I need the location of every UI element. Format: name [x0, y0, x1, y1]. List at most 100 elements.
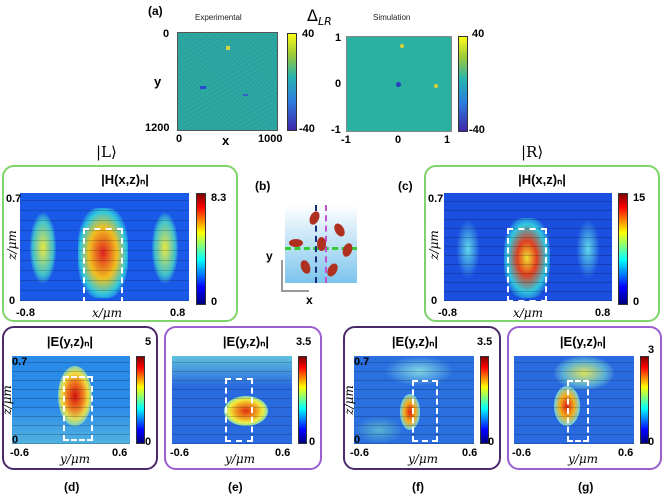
inset-schematic: [285, 205, 357, 283]
panel-label-c: (c): [398, 179, 413, 193]
exp-x-label: x: [222, 133, 230, 148]
panel-c-x-left: -0.8: [438, 307, 457, 319]
panel-b-x-label: x/μm: [92, 306, 122, 320]
panel-d-cb-top: 5: [145, 336, 152, 348]
panel-e-x-left: -0.6: [170, 447, 189, 459]
panel-b-dashed-rect: [83, 228, 123, 303]
panel-e-field-map: [172, 356, 292, 444]
panel-label-g: (g): [578, 480, 594, 494]
inset-y-label: y: [266, 249, 273, 263]
panel-d-title: |E(y,z)ₙ|: [46, 334, 94, 349]
panel-d-field-map: [12, 356, 130, 444]
panel-d-dashed-rect: [63, 376, 93, 441]
panel-b-cb-bottom: 0: [211, 296, 218, 308]
panel-f-y-label: z/μm: [341, 385, 356, 415]
panel-g-x-right: 0.6: [618, 447, 634, 459]
sim-y-tick-1: 1: [335, 32, 342, 44]
panel-f-cb-bottom: 0: [488, 436, 495, 448]
ket-right: |R⟩: [521, 143, 544, 161]
panel-f-dashed-rect: [412, 380, 438, 442]
inset-y-axis-arrow: [281, 260, 283, 290]
panel-c-y-label: z/μm: [426, 230, 441, 260]
panel-f-x-right: 0.6: [462, 447, 478, 459]
panel-c-cb-top: 15: [633, 192, 646, 204]
panel-f-cb-top: 3.5: [477, 336, 493, 348]
panel-b-cb-top: 8.3: [211, 192, 227, 204]
panel-c-colorbar: [618, 193, 628, 305]
panel-b-y-top: 0.7: [6, 193, 22, 205]
panel-c-x-right: 0.8: [595, 307, 611, 319]
panel-d-cb-bottom: 0: [145, 436, 152, 448]
panel-b-frame: [2, 165, 238, 322]
panel-f-title: |E(y,z)ₙ|: [391, 334, 439, 349]
panel-b-title: |H(x,z)ₙ|: [101, 172, 149, 187]
panel-e-frame: [164, 326, 322, 470]
panel-g-x-label: y/μm: [568, 452, 598, 466]
panel-f-field-map: [354, 356, 474, 444]
panel-g-x-left: -0.6: [512, 447, 531, 459]
panel-f-frame: [343, 326, 501, 470]
experimental-blue-spot-2: [243, 94, 248, 96]
panel-f-x-label: y/μm: [408, 452, 438, 466]
sim-x-tick-minus1: -1: [341, 134, 351, 146]
panel-f-colorbar: [480, 356, 489, 444]
panel-d-x-right: 0.6: [112, 447, 128, 459]
sim-x-tick-0: 0: [395, 134, 402, 146]
panel-g-dashed-rect: [567, 380, 589, 442]
exp-x-tick-0: 0: [176, 133, 183, 145]
experimental-blue-spot: [200, 86, 206, 89]
exp-x-tick-1000: 1000: [258, 133, 283, 145]
panel-e-cb-top: 3.5: [296, 336, 312, 348]
sim-x-tick-1: 1: [444, 134, 451, 146]
cb1-top-tick: 40: [302, 28, 315, 40]
simulation-yellow-spot-2: [434, 84, 438, 88]
sim-y-tick-minus1: -1: [331, 124, 341, 136]
panel-b-field-map: [20, 193, 189, 301]
colorbar-experimental: [287, 33, 297, 131]
cb1-bottom-tick: -40: [299, 123, 315, 135]
panel-d-x-left: -0.6: [10, 447, 29, 459]
panel-label-a: (a): [148, 4, 163, 18]
ket-left: |L⟩: [96, 143, 117, 161]
panel-e-dashed-rect: [225, 378, 253, 442]
panel-d-frame: [2, 326, 158, 470]
panel-e-cb-bottom: 0: [309, 436, 316, 448]
panel-c-frame: [424, 165, 660, 322]
panel-c-dashed-rect: [507, 228, 547, 302]
panel-b-y-bottom: 0: [9, 295, 16, 307]
panel-g-colorbar: [640, 356, 649, 444]
panel-b-x-left: -0.8: [16, 307, 35, 319]
colorbar-simulation: [458, 36, 468, 132]
panel-label-f: (f): [412, 480, 424, 494]
panel-label-e: (e): [228, 480, 243, 494]
delta-lr-label: ΔLR: [307, 6, 332, 29]
panel-g-cb-top: 3: [648, 344, 655, 356]
cb2-top-tick: 40: [472, 28, 485, 40]
panel-c-x-label: x/μm: [513, 306, 543, 320]
sim-y-tick-0: 0: [335, 78, 342, 90]
panel-g-frame: [507, 326, 662, 470]
panel-label-d: (d): [64, 480, 80, 494]
inset-x-axis-arrow: [281, 290, 309, 292]
panel-b-y-label: z/μm: [4, 230, 19, 260]
exp-y-tick-0: 0: [163, 28, 170, 40]
panel-f-x-left: -0.6: [350, 447, 369, 459]
panel-d-y-bottom: 0: [12, 434, 19, 446]
panel-d-y-label: z/μm: [0, 385, 14, 415]
panel-c-y-top: 0.7: [428, 193, 444, 205]
panel-e-colorbar: [298, 356, 307, 444]
experimental-title: Experimental: [195, 13, 242, 22]
cb2-bottom-tick: -40: [469, 124, 485, 136]
panel-e-x-label: y/μm: [225, 452, 255, 466]
panel-e-x-right: 0.6: [275, 447, 291, 459]
panel-c-field-map: [444, 193, 612, 301]
panel-c-y-bottom: 0: [431, 295, 438, 307]
panel-b-colorbar: [196, 193, 206, 305]
exp-y-tick-1200: 1200: [145, 122, 170, 134]
panel-b-x-right: 0.8: [170, 307, 186, 319]
panel-c-cb-bottom: 0: [633, 296, 640, 308]
experimental-yellow-spot: [226, 46, 230, 50]
simulation-title: Simulation: [373, 13, 411, 22]
panel-d-colorbar: [136, 356, 145, 444]
inset-x-label: x: [306, 293, 313, 307]
